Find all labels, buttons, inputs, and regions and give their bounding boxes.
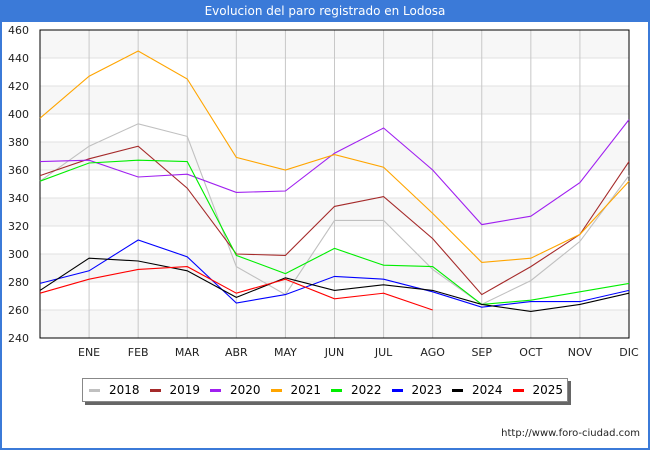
legend-item-2025: 2025 bbox=[507, 383, 568, 397]
legend-label: 2020 bbox=[230, 383, 261, 397]
legend-swatch bbox=[331, 388, 342, 392]
series-line-2024 bbox=[39, 257, 630, 312]
y-tick-label: 360 bbox=[8, 164, 29, 177]
legend-item-2024: 2024 bbox=[446, 383, 507, 397]
legend-item-2023: 2023 bbox=[386, 383, 447, 397]
series-line-2020 bbox=[39, 119, 630, 226]
y-tick-label: 460 bbox=[8, 24, 29, 37]
legend-swatch bbox=[89, 388, 100, 392]
y-tick-label: 380 bbox=[8, 136, 29, 149]
y-tick-label: 240 bbox=[8, 332, 29, 345]
x-tick-label: MAY bbox=[274, 346, 297, 359]
legend-label: 2025 bbox=[532, 383, 564, 397]
x-tick-label: NOV bbox=[568, 346, 593, 359]
series-line-2019 bbox=[39, 145, 630, 296]
legend-swatch bbox=[270, 388, 282, 392]
legend-swatch bbox=[452, 388, 463, 392]
legend-item-2020: 2020 bbox=[204, 383, 265, 397]
y-tick-label: 400 bbox=[8, 108, 29, 121]
legend-swatch bbox=[210, 388, 221, 392]
y-tick-label: 280 bbox=[8, 276, 29, 289]
footer-url[interactable]: http://www.foro-ciudad.com bbox=[501, 428, 640, 439]
x-tick-label: FEB bbox=[128, 346, 149, 359]
x-tick-label: DIC bbox=[619, 346, 639, 359]
y-tick-label: 420 bbox=[8, 80, 29, 93]
legend-item-2018: 2018 bbox=[83, 383, 144, 397]
legend-item-2022: 2022 bbox=[325, 383, 386, 397]
chart-title: Evolucion del paro registrado en Lodosa bbox=[0, 0, 650, 22]
legend-label: 2023 bbox=[411, 383, 443, 397]
legend-label: 2022 bbox=[351, 383, 382, 397]
legend-swatch bbox=[149, 388, 161, 392]
x-tick-label: ENE bbox=[78, 346, 100, 359]
x-tick-label: OCT bbox=[519, 346, 542, 359]
y-tick-label: 340 bbox=[8, 192, 29, 205]
plot-border bbox=[39, 29, 630, 339]
legend-label: 2021 bbox=[290, 383, 322, 397]
legend: 2018 2019 2020 2021 2022 2023 2024 2025 bbox=[82, 378, 568, 402]
x-tick-label: JUN bbox=[324, 346, 345, 359]
x-tick-label: MAR bbox=[175, 346, 200, 359]
series-line-2018 bbox=[39, 123, 630, 306]
legend-label: 2019 bbox=[169, 383, 201, 397]
x-tick-label: JUL bbox=[374, 346, 393, 359]
x-tick-label: ABR bbox=[225, 346, 248, 359]
chart-frame bbox=[0, 22, 650, 450]
y-tick-label: 320 bbox=[8, 220, 29, 233]
y-tick-label: 440 bbox=[8, 52, 29, 65]
series-line-2022 bbox=[39, 159, 630, 305]
series-line-2023 bbox=[39, 239, 630, 308]
y-tick-label: 300 bbox=[8, 248, 29, 261]
legend-swatch bbox=[512, 388, 524, 392]
x-tick-label: AGO bbox=[420, 346, 445, 359]
x-tick-label: SEP bbox=[471, 346, 492, 359]
legend-label: 2018 bbox=[109, 383, 140, 397]
series-line-2025 bbox=[39, 266, 433, 311]
legend-item-2021: 2021 bbox=[265, 383, 326, 397]
legend-swatch bbox=[391, 388, 403, 392]
y-tick-label: 260 bbox=[8, 304, 29, 317]
legend-item-2019: 2019 bbox=[144, 383, 205, 397]
series-line-2021 bbox=[39, 50, 630, 263]
legend-label: 2024 bbox=[472, 383, 503, 397]
